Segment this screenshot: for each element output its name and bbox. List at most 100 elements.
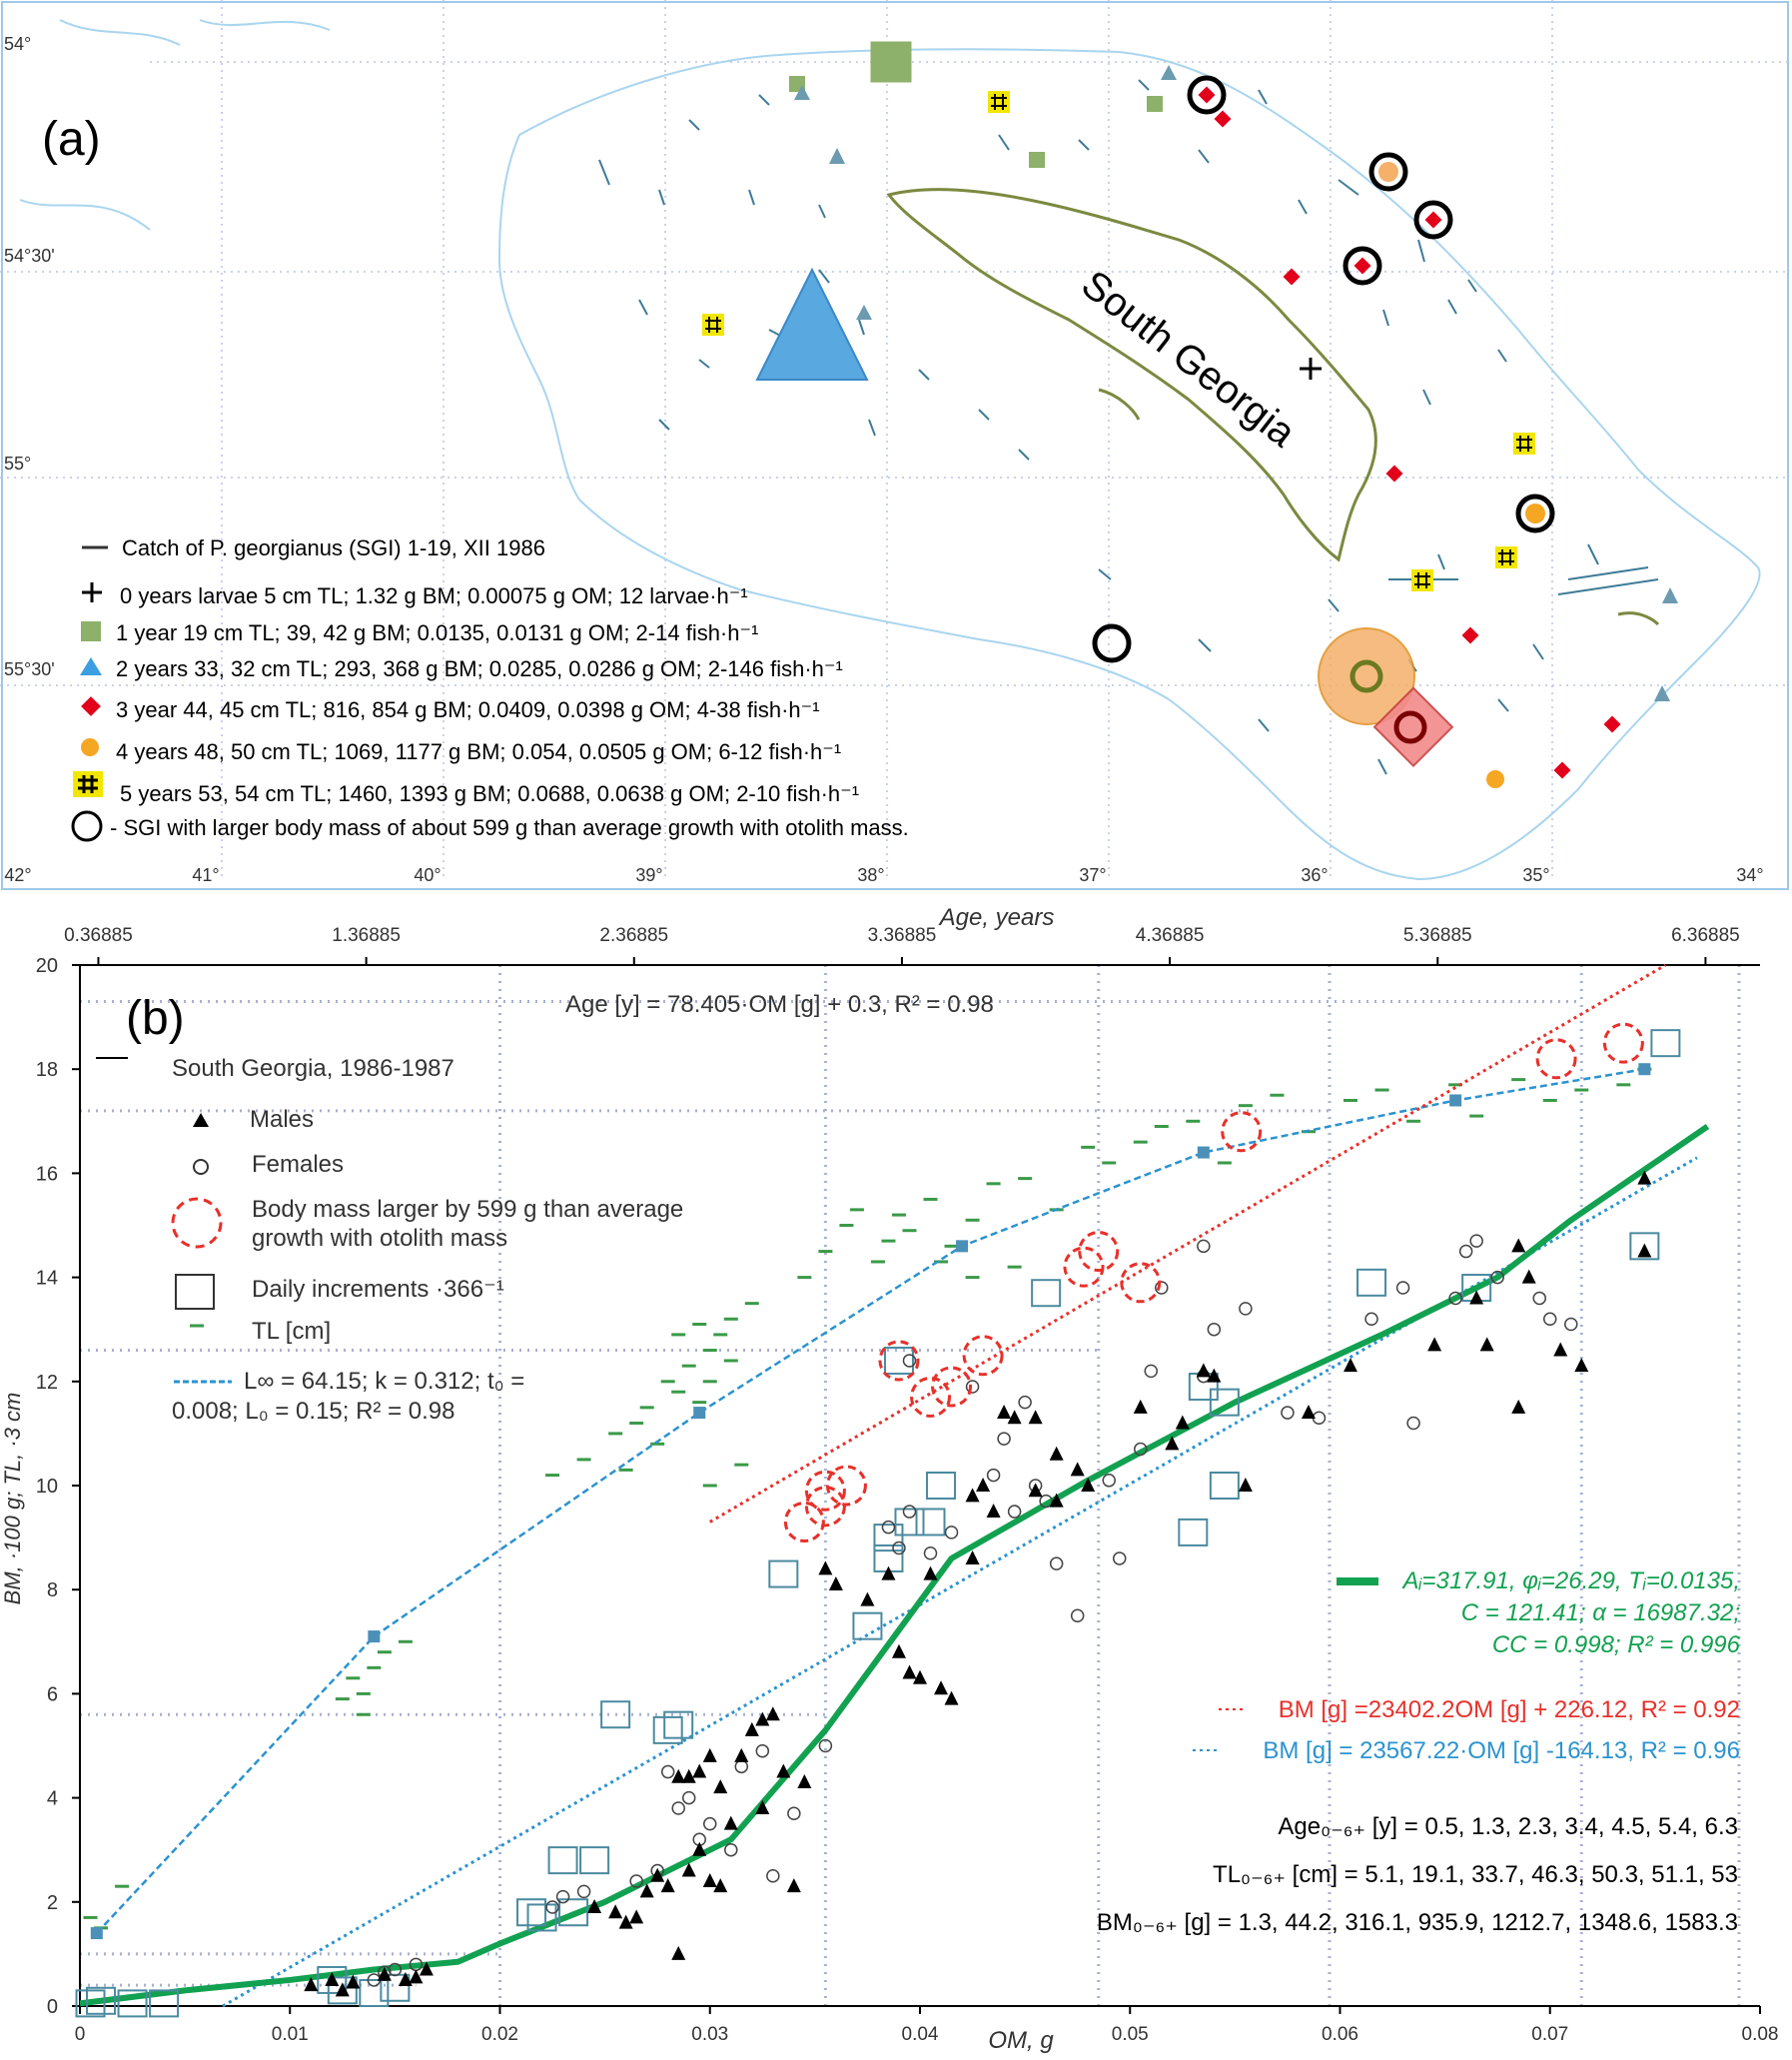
larger-mass-circle (804, 1486, 846, 1528)
female-point (1134, 1442, 1148, 1457)
age1-square-marker (1147, 96, 1163, 112)
male-point (660, 1878, 675, 1893)
top-tick-label: 3.36885 (868, 925, 937, 946)
daily-increment-point (894, 1508, 925, 1537)
age2-triangle-marker (856, 305, 872, 320)
legend-cross-icon (82, 582, 102, 602)
svg-text:54°: 54° (4, 34, 31, 54)
legend-text: 5 years 53, 54 cm TL; 1460, 1393 g BM; 0… (120, 781, 859, 806)
legend-vb: L∞ = 64.15; k = 0.312; t₀ = (244, 1368, 524, 1395)
daily-increment-point (600, 1700, 631, 1729)
chart-labels: (b) Age, years OM, g BM, ·100 g; TL, ·3 … (0, 904, 1741, 2054)
y-tick-label: 14 (36, 1268, 58, 1290)
daily-increment-point (652, 1715, 683, 1744)
daily-increment-point (1650, 1029, 1681, 1058)
female-point (1049, 1556, 1064, 1570)
map-panel: South Georgia (0, 0, 1789, 890)
female-point (1281, 1406, 1295, 1420)
male-point (1081, 1478, 1096, 1492)
female-point (818, 1738, 833, 1753)
latitude-labels: 54° 54°30' 55° 55°30' (4, 34, 55, 679)
female-point (1207, 1322, 1222, 1337)
male-point (923, 1565, 938, 1580)
male-point (1049, 1493, 1064, 1508)
daily-increment-point (380, 1973, 411, 2002)
x-tick-label: 0.07 (1531, 2024, 1568, 2045)
female-point (1406, 1416, 1420, 1431)
y-tick-label: 2 (47, 1892, 58, 1914)
map-legend: Catch of P. georgianus (SGI) 1-19, XII 1… (71, 535, 909, 842)
female-point (755, 1743, 770, 1758)
daily-increment-point (547, 1846, 578, 1875)
legend-males: Males (250, 1106, 314, 1133)
y-tick-label: 10 (36, 1476, 58, 1498)
male-point (1175, 1415, 1190, 1430)
female-point (681, 1790, 696, 1805)
y-tick-label: 6 (47, 1683, 58, 1705)
male-point (776, 1763, 791, 1778)
larger-mass-circle (962, 1335, 1004, 1377)
male-point (786, 1878, 801, 1893)
svg-text:39°: 39° (635, 865, 662, 885)
male-point (1637, 1243, 1652, 1258)
female-point (1144, 1364, 1159, 1379)
red-fit-line (708, 963, 1667, 1524)
legend-text: 3 year 44, 45 cm TL; 816, 854 g BM; 0.04… (116, 697, 820, 722)
female-point (1239, 1302, 1253, 1316)
male-point (818, 1560, 833, 1575)
larger-mass-circle (1078, 1231, 1120, 1273)
larger-mass-circle (1535, 1038, 1577, 1080)
male-point (797, 1773, 812, 1788)
male-point (1238, 1478, 1253, 1492)
male-point (997, 1405, 1012, 1420)
coast-lines-west (19, 19, 331, 231)
legend-text: 1 year 19 cm TL; 39, 42 g BM; 0.0135, 0.… (116, 620, 758, 645)
x-tick-label: 0.06 (1322, 2024, 1358, 2045)
male-point (723, 1815, 738, 1830)
male-point (1511, 1238, 1526, 1253)
map-markers (702, 41, 1678, 788)
daily-increment-point (663, 1710, 694, 1739)
daily-increment-point (1629, 1232, 1660, 1261)
svg-text:55°30': 55°30' (4, 659, 55, 679)
daily-increment-point (526, 1903, 557, 1932)
female-point (1007, 1505, 1022, 1519)
legend-square-icon (81, 621, 101, 641)
legend-daily-icon (175, 1274, 215, 1310)
y-tick-label: 18 (36, 1059, 58, 1081)
legend-males-icon (193, 1113, 209, 1127)
age5-hash-markers (702, 91, 1535, 591)
male-point (1028, 1483, 1043, 1498)
male-point (1207, 1368, 1222, 1383)
island-islets (1098, 388, 1660, 626)
male-point (681, 1768, 696, 1783)
male-point (881, 1565, 896, 1580)
vb-node (1449, 1094, 1462, 1107)
daily-increment-point (317, 1965, 348, 1994)
male-point (304, 1977, 319, 1992)
legend-text: 0 years larvae 5 cm TL; 1.32 g BM; 0.000… (120, 583, 748, 608)
red-fit-equation: BM [g] =23402.2OM [g] + 226.12, R² = 0.9… (1279, 1696, 1740, 1723)
female-point (997, 1432, 1011, 1446)
male-point (1511, 1399, 1526, 1414)
male-point (1133, 1399, 1148, 1414)
female-point (555, 1889, 570, 1904)
female-point (766, 1869, 780, 1883)
legend-circle-icon (81, 738, 99, 756)
map-frame (1, 1, 1789, 890)
female-point (1564, 1317, 1578, 1332)
svg-text:34°: 34° (1736, 865, 1763, 885)
female-point (1018, 1395, 1032, 1410)
male-point (692, 1763, 707, 1778)
age3-diamond-marker (1372, 686, 1454, 768)
y-tick-label: 8 (47, 1579, 58, 1601)
legend-females-icon (193, 1159, 209, 1175)
age4-circle-marker (1318, 627, 1415, 725)
male-point (1301, 1405, 1316, 1420)
svg-text:36°: 36° (1301, 865, 1328, 885)
svg-text:38°: 38° (857, 865, 884, 885)
svg-text:37°: 37° (1079, 865, 1106, 885)
daily-increment-point (1178, 1518, 1209, 1546)
legend-text: Catch of P. georgianus (SGI) 1-19, XII 1… (122, 535, 545, 560)
top-axis-label: Age, years (938, 904, 1055, 931)
